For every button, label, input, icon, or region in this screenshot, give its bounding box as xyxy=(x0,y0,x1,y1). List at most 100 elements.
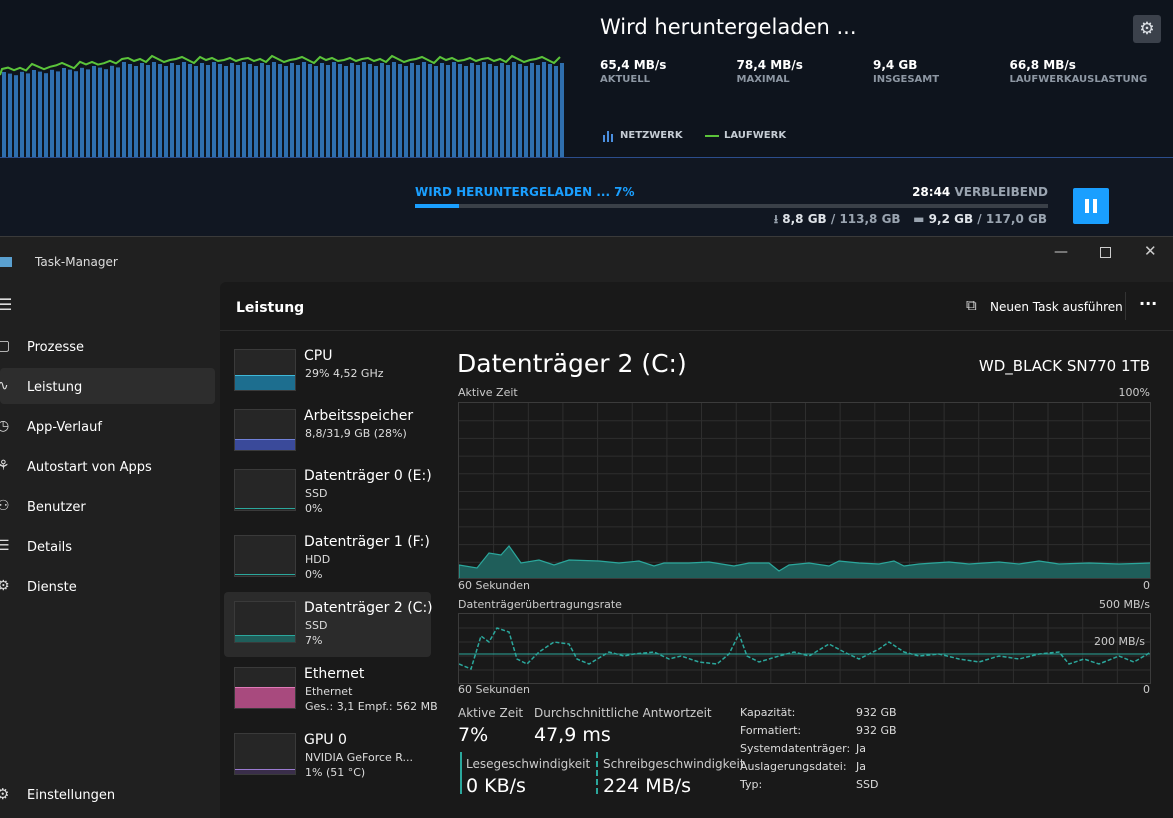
graph-bar xyxy=(428,64,432,157)
chart2-time: 60 Sekunden xyxy=(458,683,530,696)
remaining: 28:44 VERBLEIBEND xyxy=(912,186,1048,198)
nav-selected xyxy=(0,368,215,404)
graph-bar xyxy=(182,62,186,157)
remaining-label: VERBLEIBEND xyxy=(954,185,1048,199)
nav-item[interactable]: Prozesse xyxy=(27,340,84,355)
nav-item[interactable]: Details xyxy=(27,540,73,555)
device-info: SSD xyxy=(305,487,328,500)
maximize[interactable] xyxy=(1100,247,1111,258)
pause-bar xyxy=(1093,199,1097,213)
stat-label: AKTUELL xyxy=(600,74,651,85)
device-thumbnail[interactable] xyxy=(234,667,296,709)
stat-value: 224 MB/s xyxy=(603,775,692,797)
device-name[interactable]: Datenträger 1 (F:) xyxy=(304,534,430,550)
nav-icon[interactable]: ⚘ xyxy=(0,458,10,474)
nav-item[interactable]: App-Verlauf xyxy=(27,420,102,435)
close[interactable]: ✕ xyxy=(1144,242,1157,260)
graph-bar xyxy=(440,63,444,157)
graph-bar xyxy=(38,71,42,157)
property-value: 932 GB xyxy=(856,724,897,737)
graph-bar xyxy=(386,65,390,157)
nav-icon[interactable]: ▢ xyxy=(0,338,11,354)
chart1-max: 100% xyxy=(1118,386,1150,399)
graph-bar xyxy=(128,64,132,157)
nav-icon[interactable]: ⚙ xyxy=(0,578,10,594)
stat-value: 47,9 ms xyxy=(534,724,611,746)
graph-bar xyxy=(14,75,18,157)
stat-value: 7% xyxy=(458,724,489,746)
device-thumbnail[interactable] xyxy=(234,409,296,451)
nav-icon[interactable]: ☰ xyxy=(0,538,10,554)
graph-bar xyxy=(494,66,498,157)
hamburger[interactable]: ☰ xyxy=(0,295,13,314)
more-button[interactable]: ··· xyxy=(1139,294,1158,313)
device-name[interactable]: CPU xyxy=(304,348,333,364)
download-sizes: ⭳ 8,8 GB / 113,8 GB ▬ 9,2 GB / 117,0 GB xyxy=(774,213,1047,225)
downloaded: 8,8 GB xyxy=(782,212,827,226)
graph-bar xyxy=(536,65,540,157)
graph-bar xyxy=(332,62,336,157)
download-title: Wird heruntergeladen ... xyxy=(600,15,857,39)
nav-item[interactable]: Dienste xyxy=(27,580,77,595)
write-rate-line xyxy=(459,627,1150,671)
graph-bar xyxy=(218,64,222,157)
device-thumbnail[interactable] xyxy=(234,349,296,391)
device-thumbnail[interactable] xyxy=(234,601,296,643)
device-name[interactable]: Datenträger 0 (E:) xyxy=(304,468,432,484)
nav-item[interactable]: Benutzer xyxy=(27,500,86,515)
download-graph xyxy=(0,54,564,157)
graph-bar xyxy=(488,64,492,157)
device-thumbnail[interactable] xyxy=(234,535,296,577)
property-label: Kapazität: xyxy=(740,706,796,719)
settings-icon[interactable]: ⚙ xyxy=(0,785,10,803)
graph-bar xyxy=(110,65,114,157)
new-task-icon[interactable]: ⧉ xyxy=(966,296,977,314)
progress-fill xyxy=(415,204,460,208)
device-thumbnail[interactable] xyxy=(234,469,296,511)
nav-icon[interactable]: ◷ xyxy=(0,418,10,434)
graph-bar xyxy=(380,63,384,157)
graph-bar xyxy=(230,63,234,157)
graph-bar xyxy=(122,62,126,157)
nav-item[interactable]: Leistung xyxy=(27,380,83,395)
pause-button[interactable] xyxy=(1073,188,1109,224)
device-name[interactable]: Ethernet xyxy=(304,666,365,682)
device-name[interactable]: Datenträger 2 (C:) xyxy=(304,600,433,616)
graph-bar xyxy=(158,64,162,157)
settings-button[interactable]: ⚙ xyxy=(1133,15,1161,43)
property-label: Systemdatenträger: xyxy=(740,742,851,755)
device-name[interactable]: Arbeitsspeicher xyxy=(304,408,414,424)
graph-bar xyxy=(32,70,36,157)
nav-icon[interactable]: ⚇ xyxy=(0,498,10,514)
chart2-marker: 200 MB/s xyxy=(1094,635,1145,648)
nav-icon[interactable]: ∿ xyxy=(0,378,9,394)
graph-bar xyxy=(56,71,60,157)
nav-settings[interactable]: Einstellungen xyxy=(27,788,116,803)
graph-bar xyxy=(92,66,96,157)
device-info: 8,8/31,9 GB (28%) xyxy=(305,427,407,440)
graph-bar xyxy=(410,63,414,157)
stat-value: 0 KB/s xyxy=(466,775,526,797)
pause-bar xyxy=(1085,199,1089,213)
downloaded-total: / 113,8 GB xyxy=(830,212,901,226)
graph-bar xyxy=(482,62,486,157)
graph-bar xyxy=(20,71,24,157)
read-indicator xyxy=(460,752,462,794)
thumbnail-fill xyxy=(235,375,295,390)
graph-bar xyxy=(470,63,474,157)
new-task[interactable]: Neuen Task ausführen xyxy=(990,300,1123,314)
chart2-label: Datenträgerübertragungsrate xyxy=(458,598,622,611)
graph-bar xyxy=(500,63,504,157)
nav-item[interactable]: Autostart von Apps xyxy=(27,460,152,475)
device-info: Ethernet xyxy=(305,685,353,698)
active-time-chart xyxy=(458,402,1151,579)
device-thumbnail[interactable] xyxy=(234,733,296,775)
graph-bar xyxy=(206,65,210,157)
stat-value: 78,4 MB/s xyxy=(736,58,803,72)
device-name[interactable]: GPU 0 xyxy=(304,732,347,748)
graph-bar xyxy=(194,66,198,157)
device-info: 0% xyxy=(305,502,323,515)
active-time-area xyxy=(459,545,1150,578)
minimize[interactable]: — xyxy=(1054,244,1068,260)
property-label: Auslagerungsdatei: xyxy=(740,760,847,773)
